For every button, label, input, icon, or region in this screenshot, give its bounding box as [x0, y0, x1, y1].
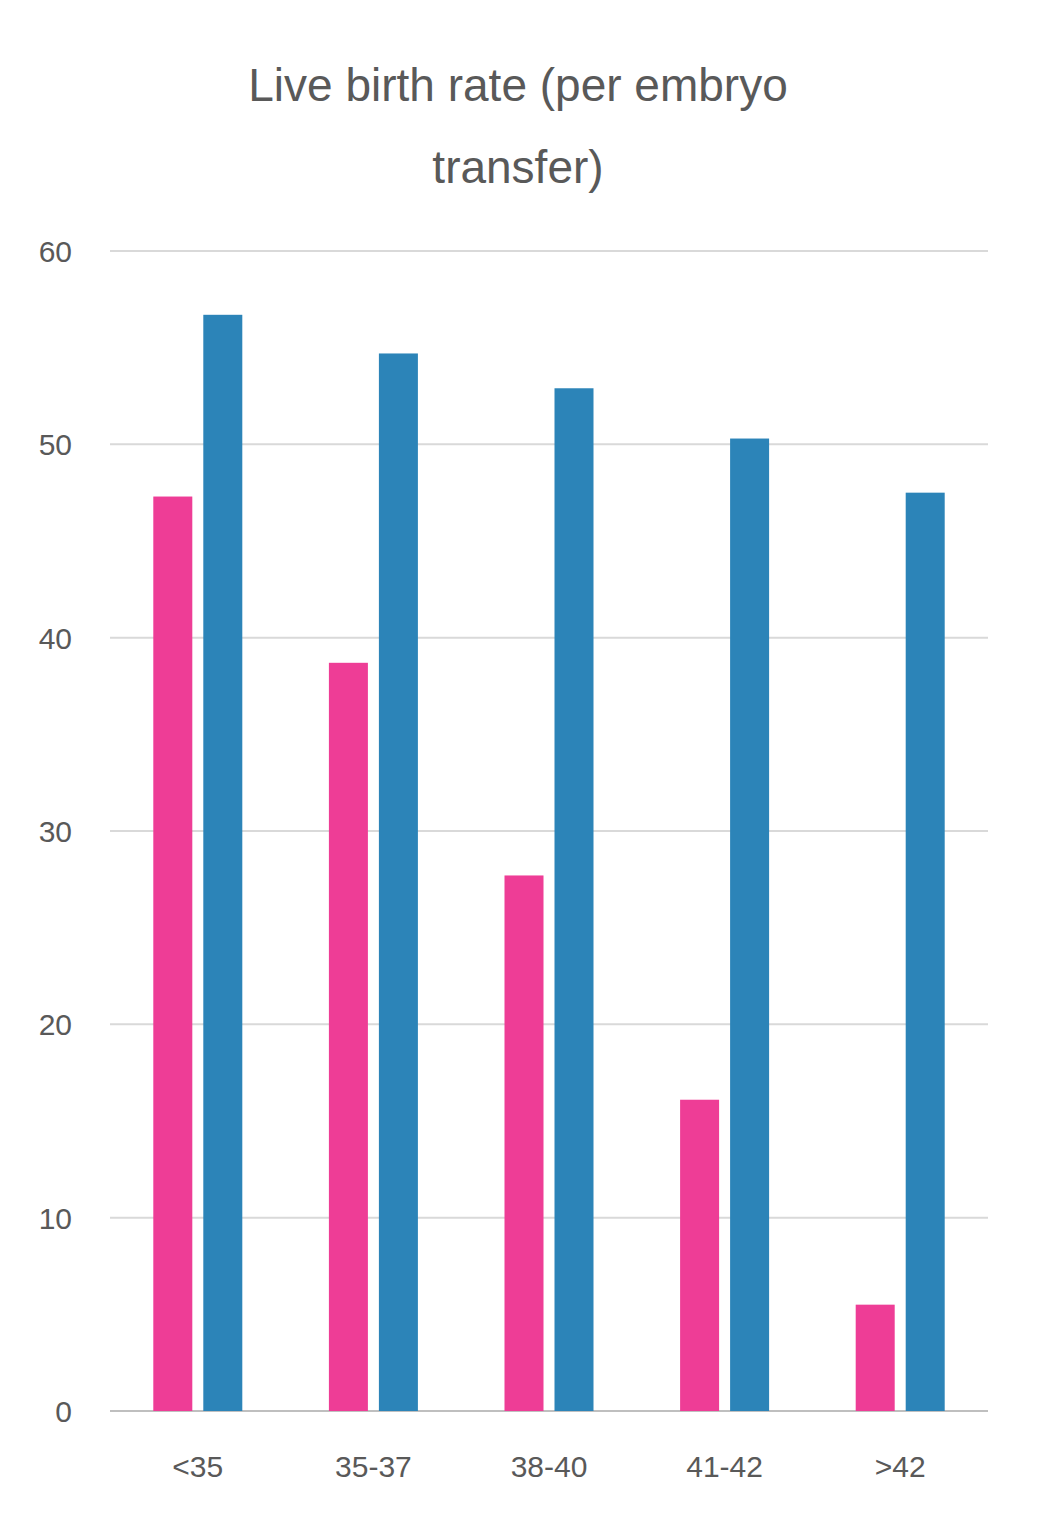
y-tick-label: 20	[39, 1008, 72, 1041]
y-tick-label: 40	[39, 622, 72, 655]
bar	[680, 1100, 719, 1411]
x-tick-label: 41-42	[686, 1450, 763, 1483]
bar	[329, 663, 368, 1411]
y-tick-label: 60	[39, 235, 72, 268]
bar	[379, 353, 418, 1411]
x-tick-label: <35	[172, 1450, 223, 1483]
chart-title: Live birth rate (per embryo transfer)	[158, 44, 878, 208]
bar	[203, 315, 242, 1411]
bar	[555, 388, 594, 1411]
y-tick-label: 0	[55, 1395, 72, 1428]
y-tick-label: 10	[39, 1202, 72, 1235]
bars	[153, 315, 944, 1411]
x-tick-label: >42	[875, 1450, 926, 1483]
grid-line	[110, 250, 988, 252]
bar	[856, 1305, 895, 1411]
bar	[153, 497, 192, 1411]
x-tick-label: 38-40	[511, 1450, 588, 1483]
chart: 0 10 20 30 40 50 60 <35 35-37 38-40 41-42 >42	[0, 0, 1045, 1526]
bar	[730, 439, 769, 1411]
x-tick-label: 35-37	[335, 1450, 412, 1483]
y-tick-label: 30	[39, 815, 72, 848]
bar	[505, 875, 544, 1411]
bar	[906, 493, 945, 1411]
y-tick-label: 50	[39, 428, 72, 461]
